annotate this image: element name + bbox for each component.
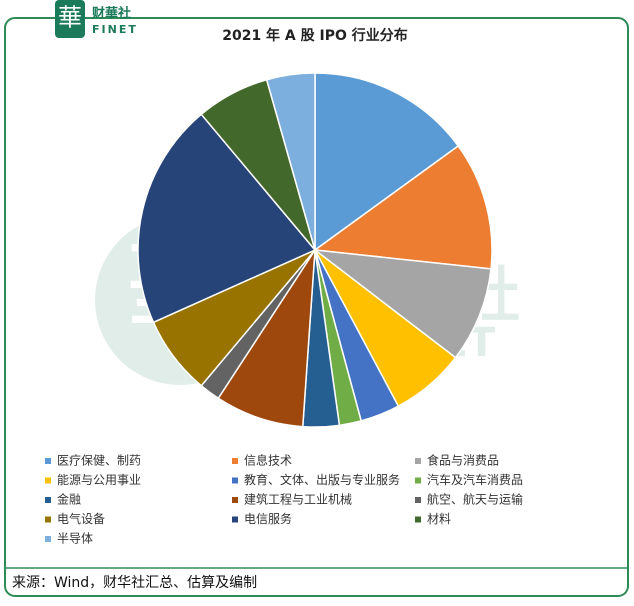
legend-swatch [415, 516, 421, 523]
source: 来源：Wind，财华社汇总、估算及编制 [12, 575, 257, 591]
legend-label: 金融 [57, 492, 81, 507]
legend-label: 汽车及汽车消费品 [427, 472, 523, 487]
pie-slice [265, 72, 316, 251]
legend-label: 电信服务 [244, 511, 292, 526]
legend-swatch [232, 458, 238, 464]
legend-swatch [45, 477, 51, 484]
pie-slice [217, 247, 316, 428]
logo-sub: FINET [92, 23, 138, 36]
legend-swatch [45, 458, 51, 464]
logo-mark: 華 [58, 4, 82, 32]
logo-badge [55, 0, 85, 38]
legend-swatch [415, 497, 421, 503]
legend-swatch [232, 497, 238, 503]
legend-swatch [232, 477, 238, 484]
legend-label: 建筑工程与工业机械 [244, 492, 352, 507]
chart-title: 2021 年 A 股 IPO 行业分布 [222, 27, 408, 44]
legend-label: 信息技术 [244, 453, 292, 468]
pie-slice [137, 113, 317, 324]
legend-swatch [45, 516, 51, 523]
legend-swatch [45, 497, 51, 503]
legend-label: 电气设备 [57, 511, 105, 526]
legend-label: 能源与公用事业 [57, 473, 141, 487]
legend-label: 航空、航天与运输 [427, 492, 523, 507]
pie-slice [314, 72, 460, 252]
legend-label: 教育、文体、出版与专业服务 [244, 472, 400, 487]
logo-name: 财華社 [92, 6, 131, 22]
legend-swatch [415, 477, 421, 484]
legend-label: 材料 [427, 512, 451, 526]
legend-label: 医疗保健、制药 [57, 454, 141, 468]
pie-slice [312, 248, 492, 359]
legend-swatch [232, 516, 238, 523]
legend-label: 食品与消费品 [427, 453, 499, 468]
legend-swatch [415, 458, 421, 464]
pie-slice [312, 144, 493, 270]
legend-swatch [45, 536, 51, 542]
legend-label: 半导体 [57, 532, 93, 546]
